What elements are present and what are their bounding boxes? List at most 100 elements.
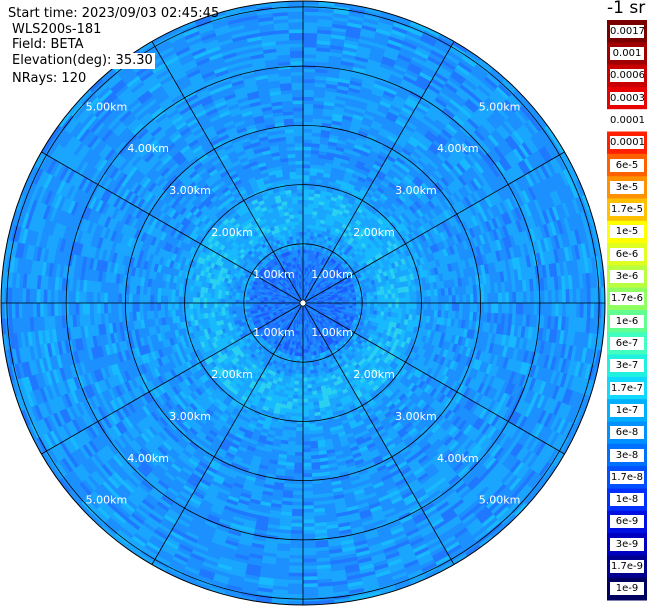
ppi-cell — [385, 114, 398, 123]
ppi-cell — [370, 92, 383, 101]
ppi-cell — [339, 128, 350, 135]
ppi-cell — [367, 58, 383, 67]
ppi-cell — [341, 154, 351, 162]
ppi-cell — [367, 130, 380, 138]
ppi-cell — [360, 149, 371, 158]
ppi-cell — [417, 42, 434, 54]
ppi-cell — [309, 238, 314, 244]
ppi-cell — [361, 79, 376, 87]
ppi-cell — [307, 270, 310, 276]
ppi-cell — [314, 269, 318, 274]
ppi-cell — [306, 281, 309, 286]
ppi-cell — [409, 59, 426, 70]
ppi-cell — [337, 168, 347, 175]
ppi-cell — [303, 110, 314, 115]
ppi-cell — [452, 40, 469, 54]
ppi-cell — [401, 78, 416, 89]
ppi-cell — [438, 33, 456, 46]
ppi-cell — [343, 208, 351, 215]
ppi-cell — [346, 186, 355, 193]
ppi-cell — [303, 60, 317, 66]
ppi-cell — [312, 117, 324, 123]
ppi-cell — [342, 49, 358, 57]
ppi-cell — [304, 288, 307, 293]
ppi-cell — [349, 303, 354, 306]
ppi-cell — [303, 178, 310, 183]
ppi-cell — [313, 272, 317, 278]
ppi-cell — [428, 105, 442, 117]
ppi-cell — [396, 88, 411, 98]
ppi-cell — [335, 91, 349, 99]
ppi-cell — [385, 45, 401, 55]
ppi-cell — [303, 156, 312, 162]
ppi-cell — [417, 74, 433, 85]
ppi-cell — [457, 61, 474, 74]
ppi-cell — [305, 259, 308, 265]
ppi-cell — [356, 133, 368, 141]
ppi-cell — [305, 249, 309, 254]
ppi-cell — [360, 86, 374, 94]
ppi-cell — [303, 82, 316, 87]
ppi-cell — [317, 232, 322, 238]
ppi-cell — [376, 106, 390, 116]
ppi-cell — [359, 34, 375, 43]
ppi-cell — [316, 175, 324, 181]
ppi-cell — [374, 189, 384, 197]
ppi-cell — [303, 295, 306, 300]
ppi-cell — [430, 77, 446, 89]
ppi-cell — [402, 75, 418, 85]
ppi-cell — [303, 7, 320, 13]
ppi-cell — [303, 75, 316, 80]
ppi-cell — [384, 187, 394, 196]
ppi-cell — [359, 200, 368, 208]
ppi-cell — [401, 164, 412, 174]
ppi-cell — [380, 147, 391, 156]
ppi-cell — [303, 85, 316, 91]
ppi-cell — [390, 70, 406, 80]
ppi-cell — [368, 185, 378, 193]
ppi-cell — [352, 66, 367, 74]
ppi-cell — [363, 207, 371, 215]
ppi-cell — [391, 101, 405, 111]
ppi-cell — [345, 28, 362, 36]
ppi-cell — [378, 65, 394, 75]
ppi-cell — [375, 156, 386, 165]
ppi-cell — [368, 198, 377, 206]
ppi-cell — [315, 221, 321, 227]
ppi-cell — [379, 100, 393, 109]
ppi-cell — [361, 146, 372, 154]
ppi-cell — [303, 195, 309, 201]
ppi-cell — [314, 265, 318, 270]
ppi-cell — [312, 268, 317, 274]
ppi-cell — [359, 153, 369, 161]
ppi-cell — [311, 279, 315, 284]
ppi-cell — [303, 139, 313, 144]
ppi-cell — [314, 257, 318, 263]
ppi-cell — [303, 284, 305, 289]
ppi-cell — [311, 268, 315, 273]
ppi-cell — [411, 55, 427, 67]
ppi-cell — [379, 167, 389, 176]
ppi-cell — [388, 181, 398, 191]
ppi-cell — [372, 86, 386, 95]
ppi-cell — [409, 153, 421, 163]
ppi-cell — [399, 81, 414, 92]
ppi-cell — [307, 289, 310, 294]
ppi-cell — [307, 260, 310, 265]
ppi-cell — [315, 239, 320, 245]
ppi-cell — [352, 113, 365, 121]
ppi-cell — [340, 158, 350, 165]
ppi-cell — [307, 206, 314, 212]
ppi-cell — [428, 52, 445, 64]
ppi-cell — [344, 35, 361, 43]
ppi-cell — [313, 285, 317, 290]
ppi-cell — [376, 199, 385, 207]
ppi-cell — [308, 249, 312, 254]
ppi-cell — [357, 130, 369, 138]
ppi-cell — [361, 197, 370, 205]
ppi-cell — [374, 79, 389, 88]
ppi-cell — [311, 246, 316, 251]
ppi-cell — [347, 134, 358, 141]
ppi-cell — [366, 201, 375, 209]
ppi-cell — [422, 93, 436, 104]
